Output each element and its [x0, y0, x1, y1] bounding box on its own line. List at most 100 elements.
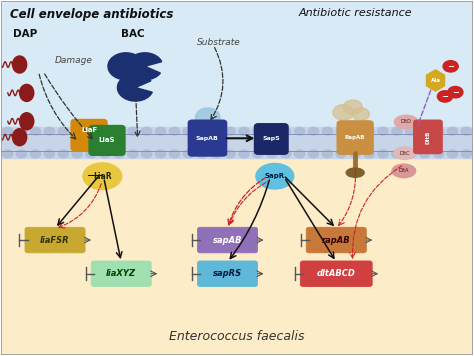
Bar	[0, 1, 474, 157]
FancyBboxPatch shape	[301, 261, 372, 287]
Text: Damage: Damage	[55, 56, 93, 65]
Circle shape	[239, 150, 249, 158]
Circle shape	[16, 127, 27, 135]
Circle shape	[333, 105, 354, 120]
Circle shape	[378, 150, 388, 158]
Text: rapAB: rapAB	[322, 236, 351, 245]
Circle shape	[448, 87, 463, 98]
Circle shape	[253, 150, 263, 158]
Ellipse shape	[346, 168, 364, 177]
Circle shape	[72, 127, 82, 135]
Circle shape	[433, 127, 444, 135]
Circle shape	[336, 150, 346, 158]
Polygon shape	[427, 70, 445, 91]
Circle shape	[128, 150, 138, 158]
Circle shape	[281, 127, 291, 135]
Circle shape	[461, 127, 472, 135]
Text: Enterococcus faecalis: Enterococcus faecalis	[169, 330, 305, 343]
FancyBboxPatch shape	[198, 227, 257, 253]
Circle shape	[378, 127, 388, 135]
Wedge shape	[118, 74, 152, 101]
Text: Cell envelope antibiotics: Cell envelope antibiotics	[10, 8, 173, 21]
Circle shape	[114, 150, 124, 158]
Circle shape	[211, 127, 221, 135]
Text: dltABCD: dltABCD	[317, 269, 356, 278]
Circle shape	[169, 127, 180, 135]
Circle shape	[2, 150, 13, 158]
Circle shape	[438, 91, 453, 102]
Ellipse shape	[256, 163, 294, 189]
Text: −: −	[447, 62, 454, 71]
Circle shape	[364, 127, 374, 135]
Circle shape	[30, 150, 41, 158]
Ellipse shape	[19, 84, 34, 101]
Circle shape	[86, 150, 96, 158]
FancyBboxPatch shape	[25, 227, 85, 253]
Circle shape	[343, 100, 362, 114]
Circle shape	[169, 150, 180, 158]
Circle shape	[197, 127, 208, 135]
Circle shape	[461, 150, 472, 158]
Circle shape	[86, 127, 96, 135]
Circle shape	[16, 150, 27, 158]
Ellipse shape	[19, 113, 34, 130]
FancyBboxPatch shape	[198, 261, 257, 287]
Circle shape	[2, 127, 13, 135]
Text: SapR: SapR	[265, 173, 285, 179]
Circle shape	[406, 150, 416, 158]
Text: sapRS: sapRS	[213, 269, 242, 278]
Ellipse shape	[195, 108, 220, 127]
Circle shape	[406, 127, 416, 135]
FancyBboxPatch shape	[89, 126, 125, 155]
Circle shape	[443, 61, 458, 72]
Circle shape	[294, 150, 305, 158]
Text: DltB: DltB	[426, 130, 430, 143]
Ellipse shape	[394, 147, 416, 159]
FancyBboxPatch shape	[255, 124, 288, 154]
Circle shape	[141, 150, 152, 158]
Text: LiaR: LiaR	[93, 172, 111, 181]
Circle shape	[352, 108, 369, 121]
Circle shape	[294, 127, 305, 135]
FancyBboxPatch shape	[91, 261, 151, 287]
Circle shape	[419, 150, 430, 158]
Circle shape	[447, 150, 458, 158]
Circle shape	[44, 127, 55, 135]
Circle shape	[128, 127, 138, 135]
Text: liaFSR: liaFSR	[40, 236, 70, 245]
Circle shape	[225, 150, 235, 158]
Ellipse shape	[206, 119, 223, 131]
FancyBboxPatch shape	[71, 120, 107, 151]
FancyBboxPatch shape	[306, 227, 366, 253]
Circle shape	[183, 127, 193, 135]
Text: DltD: DltD	[401, 120, 411, 125]
Circle shape	[392, 150, 402, 158]
Text: BAC: BAC	[121, 29, 145, 39]
Text: DAP: DAP	[12, 29, 37, 39]
Text: Substrate: Substrate	[197, 38, 241, 47]
Circle shape	[266, 150, 277, 158]
Text: sapAB: sapAB	[213, 236, 242, 245]
Text: LiaF: LiaF	[81, 127, 97, 133]
Ellipse shape	[83, 163, 122, 189]
Circle shape	[155, 127, 166, 135]
Circle shape	[433, 150, 444, 158]
Circle shape	[30, 127, 41, 135]
Circle shape	[141, 127, 152, 135]
Circle shape	[72, 150, 82, 158]
Circle shape	[239, 127, 249, 135]
Text: RapAB: RapAB	[345, 135, 365, 140]
FancyBboxPatch shape	[337, 121, 373, 154]
Wedge shape	[108, 53, 144, 80]
Circle shape	[364, 150, 374, 158]
Circle shape	[225, 127, 235, 135]
FancyBboxPatch shape	[188, 120, 227, 156]
Circle shape	[322, 127, 333, 135]
Circle shape	[266, 127, 277, 135]
Text: −: −	[441, 92, 448, 101]
Circle shape	[392, 127, 402, 135]
Circle shape	[308, 150, 319, 158]
Circle shape	[197, 150, 208, 158]
Text: −: −	[452, 88, 459, 97]
Circle shape	[183, 150, 193, 158]
